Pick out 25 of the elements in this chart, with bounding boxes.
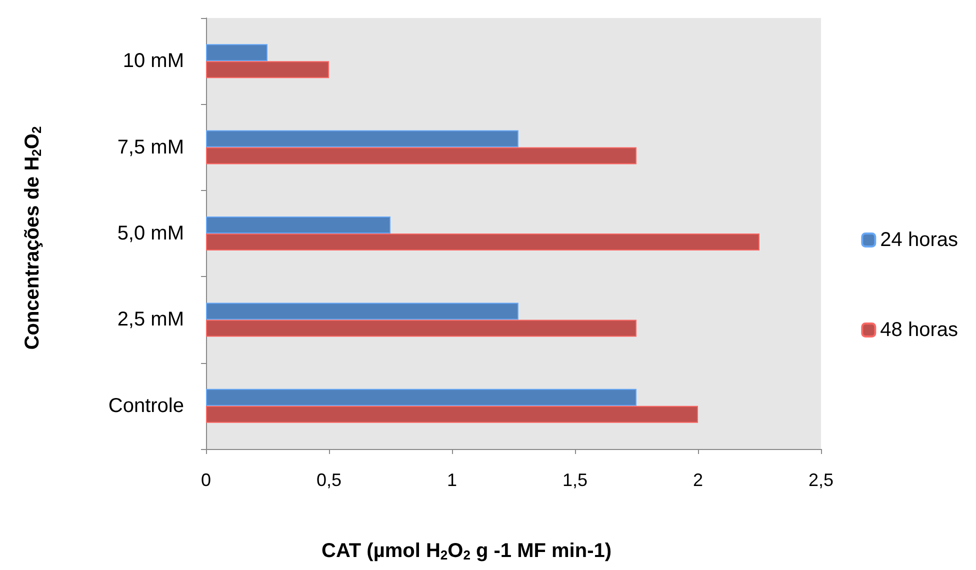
x-tick-label: 2	[692, 470, 704, 490]
y-tick-label: 2,5 mM	[117, 308, 184, 331]
y-axis-title: Concentrações de H2O2	[22, 126, 44, 350]
bar	[206, 406, 698, 423]
bar	[206, 388, 636, 406]
x-tick-label: 2,5	[808, 470, 834, 490]
x-tick-label: 0,5	[316, 470, 342, 490]
legend-label: 24 horas	[880, 229, 958, 251]
bar	[206, 130, 518, 148]
x-tick-label: 0	[200, 470, 212, 490]
bar	[206, 234, 760, 250]
x-tick-label: 1	[446, 470, 458, 490]
bar	[206, 302, 518, 320]
y-tick-label: 7,5 mM	[117, 136, 184, 158]
bar	[206, 147, 636, 164]
bar	[206, 320, 636, 337]
y-tick-label: 10 mM	[122, 50, 184, 72]
bar	[206, 44, 268, 62]
bar	[206, 61, 329, 78]
legend-label: 48 horas	[880, 319, 958, 341]
x-tick-label: 1,5	[562, 470, 588, 490]
x-axis-title: CAT (µmol H2O2 g -1 MF min-1)	[322, 540, 612, 562]
bar	[206, 216, 390, 234]
y-tick-label: Controle	[108, 394, 184, 417]
y-tick-label: 5,0 mM	[117, 222, 184, 244]
